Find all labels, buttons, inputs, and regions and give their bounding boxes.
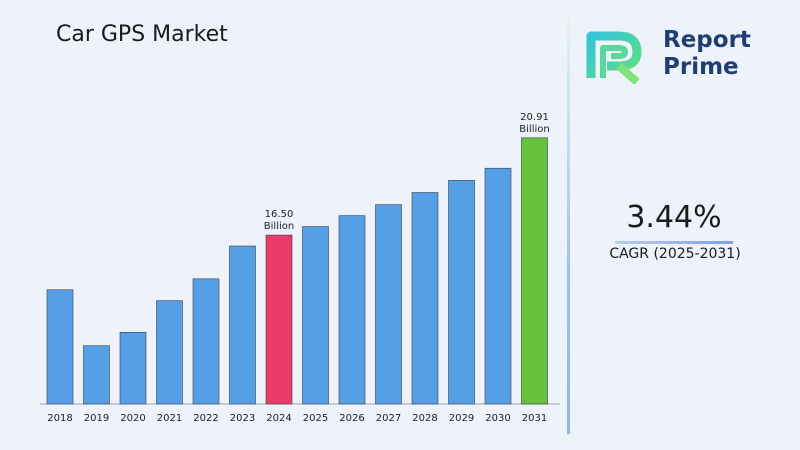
bar-2018 [46, 289, 74, 405]
cagr-value: 3.44% [626, 200, 722, 235]
bar-2027 [375, 204, 402, 405]
x-tick-label-2022: 2022 [193, 413, 218, 424]
bar-2019 [83, 345, 110, 405]
x-tick-label-2019: 2019 [84, 413, 109, 424]
bar-2028 [411, 192, 439, 405]
x-tick-label-2023: 2023 [230, 413, 255, 424]
x-tick-label-2020: 2020 [120, 413, 145, 424]
cagr-label: CAGR (2025-2031) [609, 246, 741, 262]
x-tick-label-2031: 2031 [522, 413, 547, 424]
bar-2030 [484, 167, 512, 405]
logo-text-report: Report [663, 27, 751, 53]
bar-2026 [338, 215, 366, 405]
bar-2022 [192, 278, 220, 405]
x-tick-label-2028: 2028 [412, 413, 437, 424]
bar-2023 [229, 245, 256, 405]
data-label-2024-value: 16.50 [265, 209, 294, 220]
x-tick-label-2021: 2021 [157, 413, 182, 424]
x-tick-label-2025: 2025 [303, 413, 328, 424]
x-tick-label-2027: 2027 [376, 413, 401, 424]
chart-title: Car GPS Market [56, 22, 228, 47]
x-tick-label-2030: 2030 [485, 413, 510, 424]
bar-2031 [521, 137, 548, 405]
bar-2024 [265, 234, 293, 405]
x-tick-label-2029: 2029 [449, 413, 474, 424]
logo-text-prime: Prime [663, 54, 739, 80]
data-label-2031-unit: Billion [519, 124, 549, 135]
x-tick-label-2024: 2024 [266, 413, 291, 424]
bar-2025 [302, 226, 329, 405]
bar-2020 [119, 331, 147, 405]
report-prime-logo: Report Prime [585, 26, 775, 84]
x-tick-label-2026: 2026 [339, 413, 364, 424]
report-prime-logo-icon [586, 31, 642, 84]
cagr-underline [615, 241, 733, 244]
panel-divider [567, 14, 570, 434]
bar-2029 [448, 180, 475, 405]
bar-chart: 2018 2019 2020 2021 2022 2023 202416.50Billion… [40, 112, 560, 424]
x-tick-label-2018: 2018 [47, 413, 72, 424]
data-label-2024-unit: Billion [264, 221, 294, 232]
data-label-2031-value: 20.91 [520, 112, 549, 123]
bar-2021 [156, 300, 183, 405]
